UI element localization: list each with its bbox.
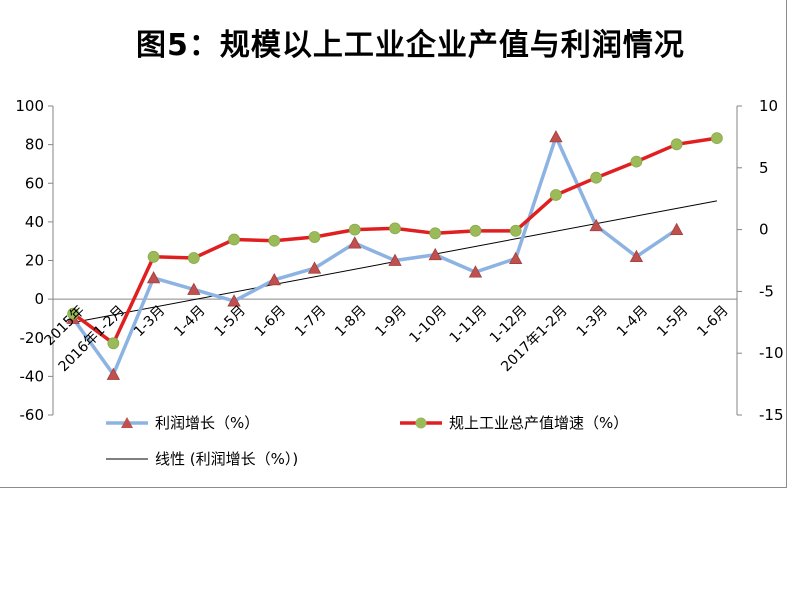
- category-label: 1-8月: [332, 303, 369, 340]
- category-label: 1-6月: [694, 303, 731, 340]
- left-tick-label: 80: [25, 136, 44, 154]
- left-tick-label: 40: [25, 213, 44, 231]
- category-label: 1-11月: [447, 303, 491, 347]
- category-label: 1-10月: [406, 303, 450, 347]
- left-tick-label: -60: [20, 406, 45, 424]
- output-growth-point: [550, 189, 562, 201]
- category-label: 1-4月: [614, 303, 651, 340]
- output-growth-point: [228, 233, 240, 246]
- profit-growth-point: [146, 271, 161, 284]
- profit-growth-point: [428, 247, 442, 261]
- profit-growth-point: [549, 130, 563, 143]
- left-tick-label: 20: [25, 252, 44, 270]
- legend-profit-label: 利润增长（%）: [155, 414, 259, 432]
- left-tick-label: -40: [20, 367, 45, 385]
- profit-growth-point: [629, 249, 644, 263]
- left-tick-label: 60: [25, 174, 44, 192]
- category-label: 1-6月: [252, 303, 289, 340]
- right-tick-label: -10: [759, 344, 784, 362]
- category-label: 1-5月: [211, 303, 248, 340]
- output-growth-point: [187, 252, 200, 264]
- profit-growth-point: [267, 272, 281, 286]
- output-growth-point: [670, 138, 683, 151]
- category-label: 1-5月: [654, 303, 691, 340]
- output-growth-point: [308, 231, 321, 243]
- profit-growth-line: [71, 135, 678, 377]
- profit-growth-point: [468, 265, 483, 278]
- legend-profit-marker: [121, 417, 133, 428]
- output-growth-point: [710, 132, 723, 145]
- right-tick-label: -15: [759, 406, 784, 424]
- output-growth-point: [389, 222, 401, 235]
- left-tick-label: 0: [34, 290, 44, 308]
- profit-growth-point: [106, 367, 121, 380]
- output-growth-point: [268, 234, 281, 247]
- output-growth-point: [147, 250, 160, 263]
- output-growth-point: [630, 155, 643, 168]
- output-growth-point: [469, 224, 482, 237]
- profit-growth-point: [187, 282, 201, 295]
- right-tick-label: 0: [759, 221, 769, 239]
- profit-growth-point: [348, 236, 362, 249]
- output-growth-point: [429, 227, 442, 240]
- right-tick-label: 5: [759, 159, 769, 177]
- profit-growth-point: [227, 294, 241, 307]
- output-growth-point: [509, 224, 522, 237]
- profit-growth-point: [509, 251, 523, 264]
- output-growth-point: [67, 307, 80, 320]
- profit-growth-point: [589, 218, 603, 232]
- category-label: 1-4月: [171, 303, 208, 340]
- category-label: 1-7月: [292, 303, 329, 340]
- output-growth-point: [348, 223, 361, 236]
- left-tick-label: -20: [20, 329, 45, 347]
- legend-output-label: 规上工业总产值增速（%）: [449, 414, 628, 432]
- right-tick-label: -5: [759, 282, 774, 300]
- output-growth-point: [590, 171, 603, 184]
- category-label: 1-9月: [372, 303, 409, 340]
- right-tick-label: 10: [759, 97, 778, 115]
- chart-title: 图5：规模以上工业企业产值与利润情况: [136, 28, 685, 63]
- output-growth-point: [107, 337, 120, 350]
- profit-growth-point: [307, 261, 322, 274]
- category-label: 1-3月: [574, 303, 611, 340]
- legend-output-marker: [415, 417, 427, 429]
- legend-trend-label: 线性 (利润增长（%）): [155, 450, 298, 468]
- profit-growth-point: [669, 222, 684, 236]
- profit-growth-point: [388, 253, 402, 266]
- left-tick-label: 100: [15, 97, 44, 115]
